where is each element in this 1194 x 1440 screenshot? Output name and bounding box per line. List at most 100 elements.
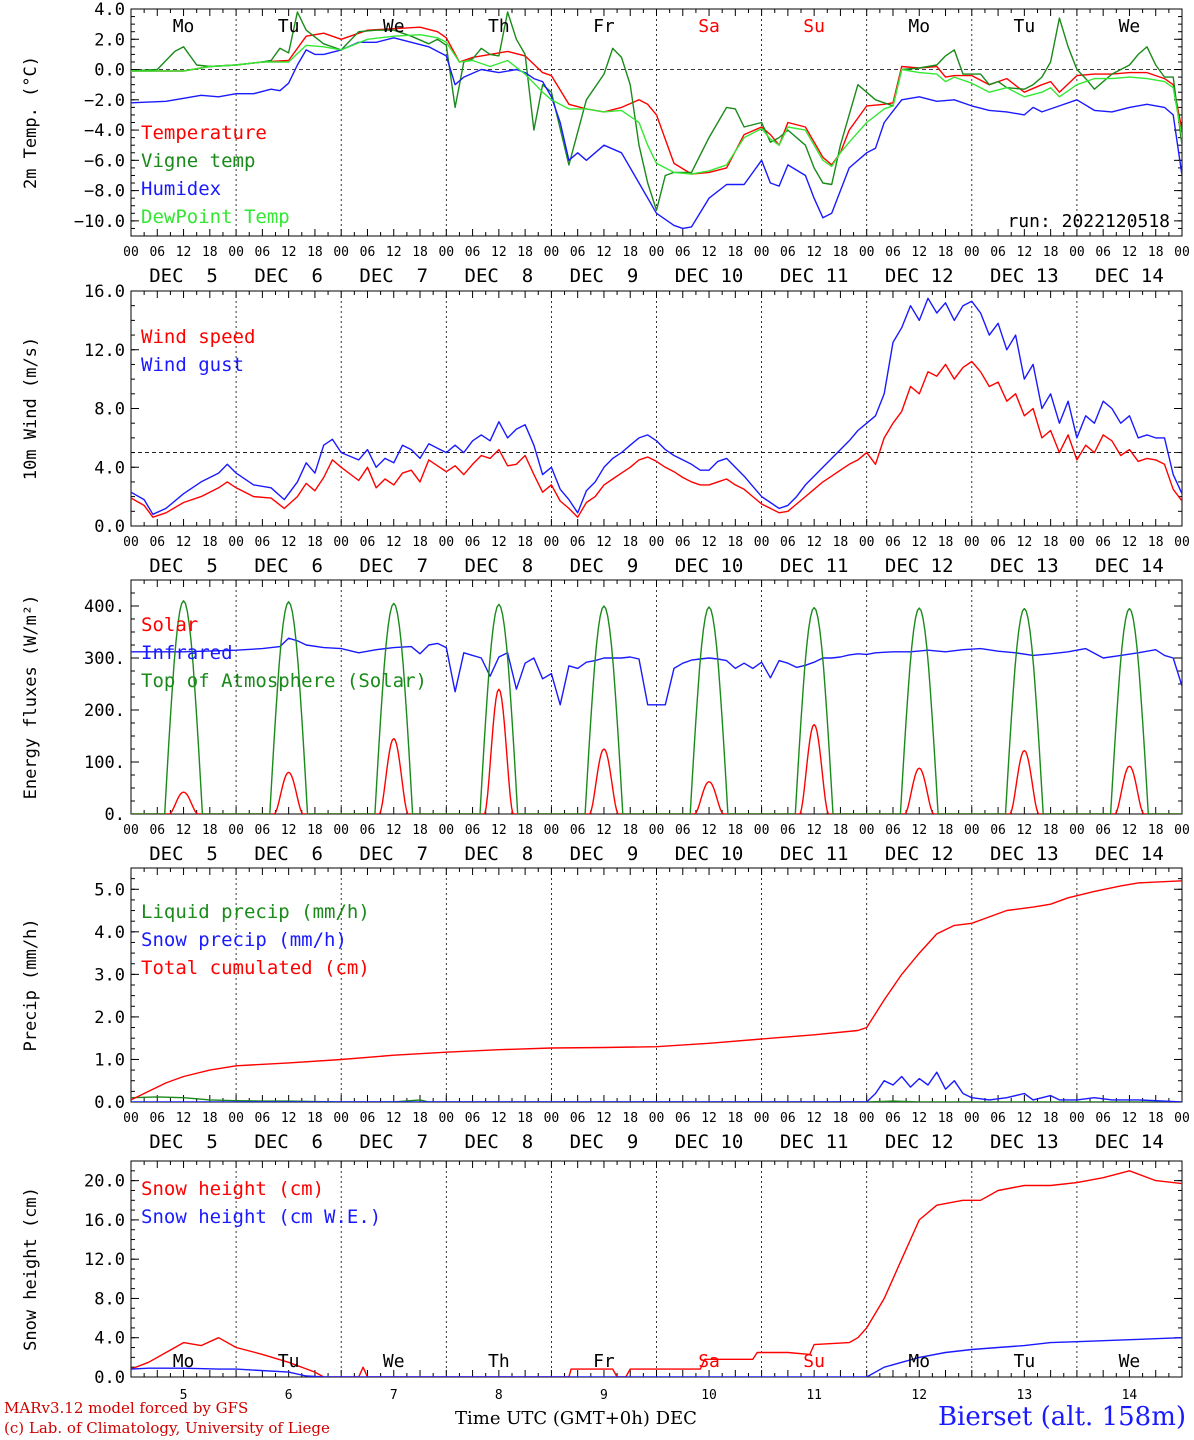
date-label: DEC 11 — [780, 1131, 849, 1153]
hour-tick-label: 00 — [859, 535, 875, 550]
y-tick-label: 20.0 — [84, 1172, 125, 1192]
weekday-label: Th — [488, 16, 510, 37]
hour-tick-label: 06 — [149, 245, 165, 260]
hour-tick-label: 18 — [622, 245, 638, 260]
hour-tick-label: 06 — [780, 535, 796, 550]
date-label: DEC 9 — [570, 265, 639, 287]
hour-tick-label: 12 — [491, 535, 507, 550]
hour-tick-label: 12 — [1122, 245, 1138, 260]
hour-tick-label: 06 — [465, 245, 481, 260]
date-label: DEC 6 — [254, 1131, 323, 1153]
day-number-label: 11 — [806, 1388, 822, 1403]
y-tick-label: 12.0 — [84, 341, 125, 361]
hour-tick-label: 18 — [622, 1111, 638, 1126]
hour-tick-label: 18 — [412, 245, 428, 260]
hour-tick-label: 18 — [1043, 823, 1059, 838]
legend-entry: Wind gust — [141, 354, 244, 376]
hour-tick-label: 18 — [727, 245, 743, 260]
date-label: DEC 10 — [675, 843, 744, 865]
hour-tick-label: 06 — [885, 245, 901, 260]
date-label: DEC 12 — [885, 1131, 954, 1153]
hour-tick-label: 00 — [544, 823, 560, 838]
hour-tick-label: 18 — [307, 535, 323, 550]
hour-tick-label: 00 — [228, 1111, 244, 1126]
y-axis-title: Snow height (cm) — [21, 1187, 41, 1351]
hour-tick-label: 18 — [412, 535, 428, 550]
weekday-label: We — [1119, 16, 1141, 37]
weekday-label: Tu — [1014, 16, 1036, 37]
hour-tick-label: 00 — [228, 245, 244, 260]
y-tick-label: 5.0 — [94, 880, 125, 900]
hour-tick-label: 06 — [149, 535, 165, 550]
weekday-label: We — [383, 16, 405, 37]
weekday-label: Mo — [908, 1351, 930, 1372]
day-number-label: 14 — [1122, 1388, 1138, 1403]
hour-tick-label: 18 — [307, 823, 323, 838]
date-label: DEC 11 — [780, 843, 849, 865]
hour-tick-label: 06 — [255, 535, 271, 550]
hour-tick-label: 18 — [517, 1111, 533, 1126]
hour-tick-label: 00 — [1069, 823, 1085, 838]
y-tick-label: 4.0 — [94, 0, 125, 20]
hour-tick-label: 00 — [859, 245, 875, 260]
hour-tick-label: 06 — [360, 245, 376, 260]
y-tick-label: 2.0 — [94, 1008, 125, 1028]
hour-tick-label: 18 — [1148, 245, 1164, 260]
date-label: DEC 5 — [149, 1131, 218, 1153]
series-line-snow-precip-mm-h — [131, 1071, 1182, 1102]
hour-tick-label: 00 — [228, 535, 244, 550]
hour-tick-label: 18 — [517, 535, 533, 550]
series-line-humidex — [131, 37, 1182, 230]
hour-tick-label: 00 — [438, 823, 454, 838]
hour-tick-label: 18 — [307, 245, 323, 260]
series-line-liquid-precip-mm-h — [131, 1096, 1182, 1102]
hour-tick-label: 18 — [307, 1111, 323, 1126]
weekday-label: Fr — [593, 16, 615, 37]
legend-entry: Infrared — [141, 642, 233, 664]
hour-tick-label: 06 — [360, 1111, 376, 1126]
hour-tick-label: 18 — [833, 1111, 849, 1126]
weekday-label: Sa — [698, 1351, 720, 1372]
date-label: DEC 10 — [675, 265, 744, 287]
date-label: DEC 10 — [675, 1131, 744, 1153]
hour-tick-label: 18 — [727, 823, 743, 838]
legend-entry: Snow height (cm W.E.) — [141, 1206, 381, 1228]
plot-frame — [130, 8, 1183, 237]
hour-tick-label: 18 — [517, 823, 533, 838]
legend-entry: Wind speed — [141, 326, 255, 348]
hour-tick-label: 18 — [202, 535, 218, 550]
day-number-label: 10 — [701, 1388, 717, 1403]
date-label: DEC 8 — [465, 265, 534, 287]
hour-tick-label: 00 — [123, 245, 139, 260]
day-number-label: 7 — [390, 1388, 398, 1403]
panel-wind: 0.0 4.0 8.0 12.0 16.0 10m Wind (m/s) Wind spee… — [21, 282, 1190, 577]
hour-tick-label: 06 — [990, 1111, 1006, 1126]
date-label: DEC 13 — [990, 265, 1059, 287]
hour-tick-label: 12 — [1122, 535, 1138, 550]
date-label: DEC 13 — [990, 1131, 1059, 1153]
date-label: DEC 5 — [149, 555, 218, 577]
date-label: DEC 12 — [885, 265, 954, 287]
hour-tick-label: 06 — [360, 535, 376, 550]
weekday-label: Mo — [173, 1351, 195, 1372]
hour-tick-label: 00 — [649, 1111, 665, 1126]
hour-tick-label: 06 — [465, 1111, 481, 1126]
panel-temp: 4.0 2.0 0.0 −2.0 −4.0 −6.0 −8.0 −10.0 2m Temp. (… — [21, 0, 1190, 287]
legend-entry: Humidex — [141, 178, 221, 200]
hour-tick-label: 06 — [1095, 823, 1111, 838]
hour-tick-label: 00 — [649, 245, 665, 260]
hour-tick-label: 12 — [386, 535, 402, 550]
hour-tick-label: 12 — [386, 245, 402, 260]
hour-tick-label: 12 — [281, 535, 297, 550]
hour-tick-label: 12 — [806, 823, 822, 838]
y-tick-label: 2.0 — [94, 30, 125, 50]
hour-tick-label: 06 — [675, 1111, 691, 1126]
hour-tick-label: 12 — [491, 823, 507, 838]
hour-tick-label: 12 — [176, 245, 192, 260]
hour-tick-label: 06 — [570, 823, 586, 838]
date-label: DEC 13 — [990, 843, 1059, 865]
hour-tick-label: 00 — [333, 1111, 349, 1126]
hour-tick-label: 18 — [1148, 823, 1164, 838]
hour-tick-label: 00 — [754, 823, 770, 838]
hour-tick-label: 06 — [675, 535, 691, 550]
